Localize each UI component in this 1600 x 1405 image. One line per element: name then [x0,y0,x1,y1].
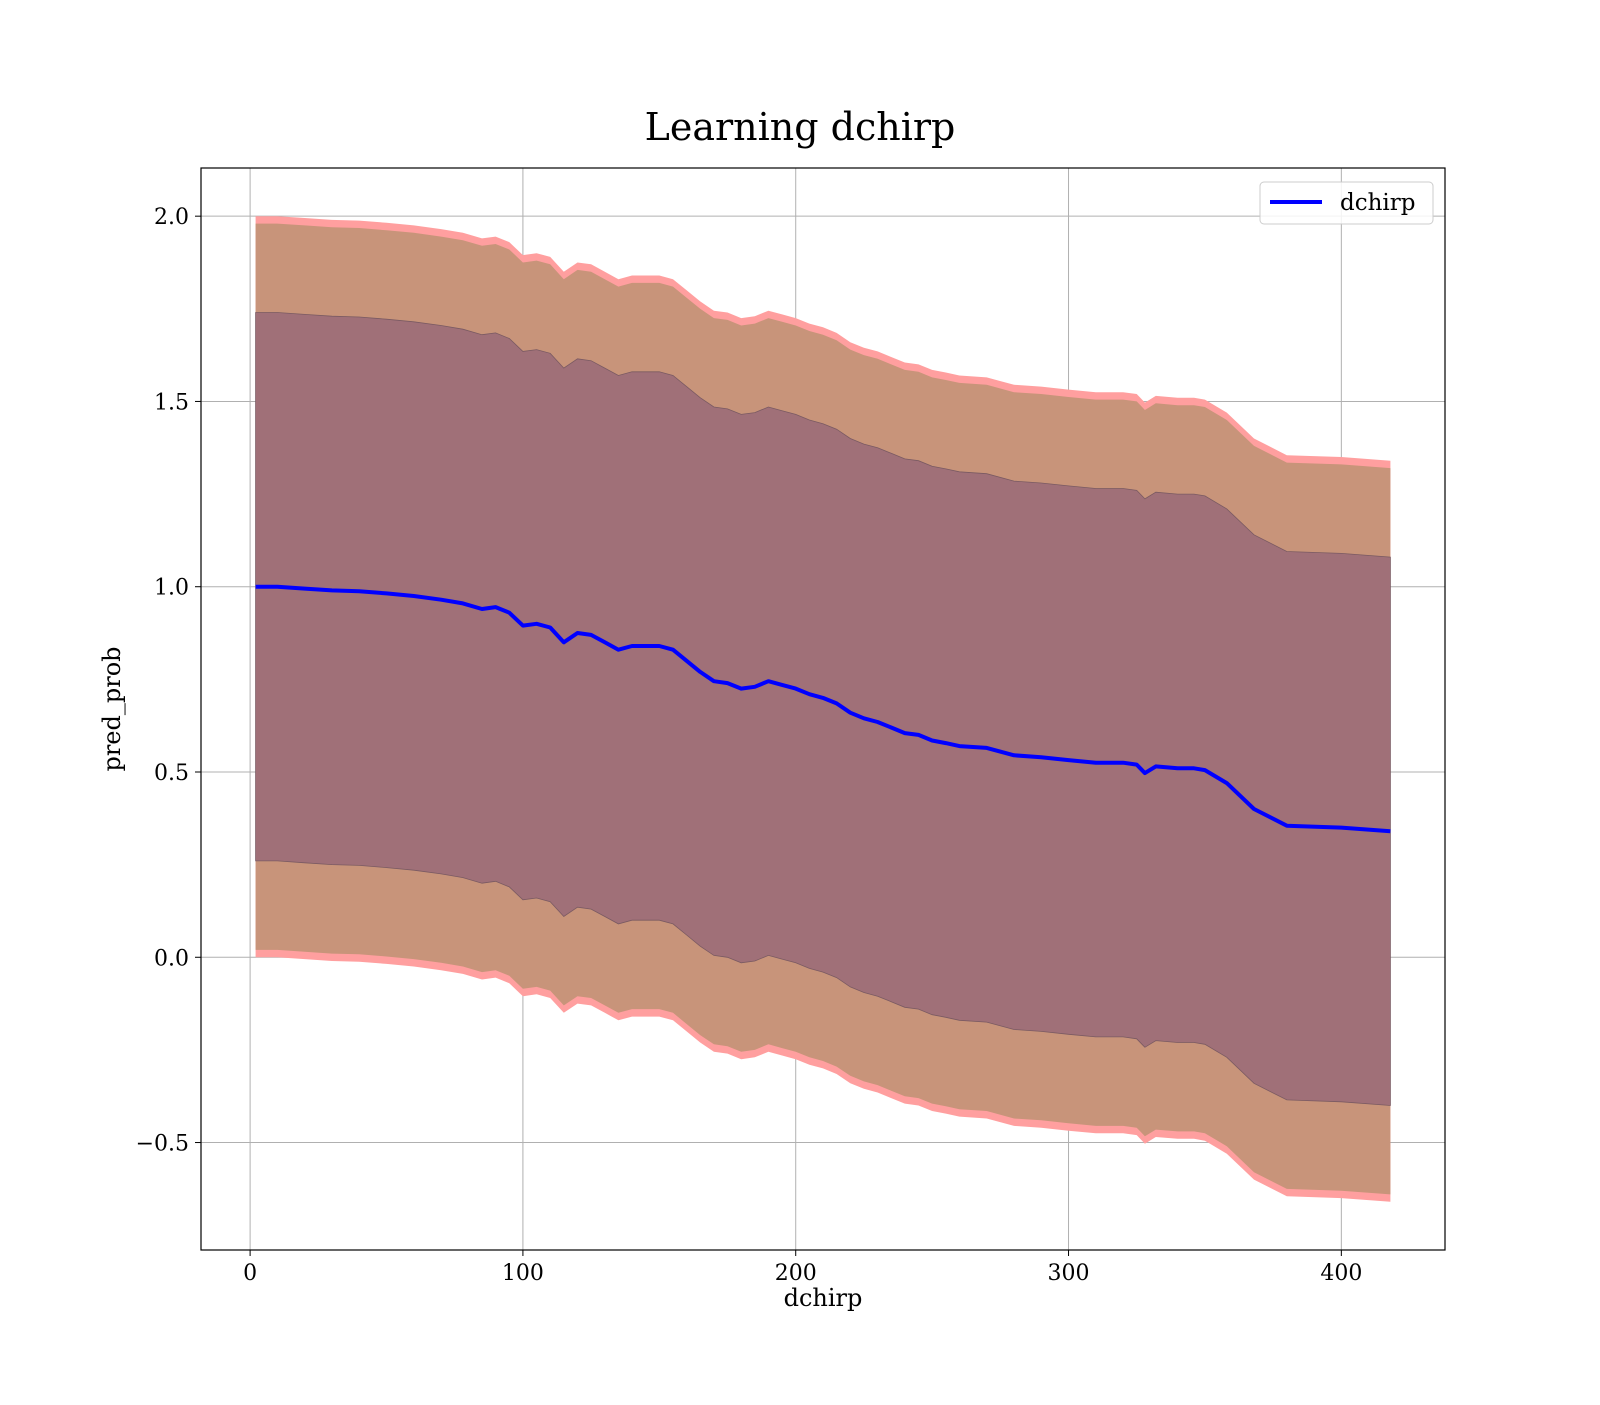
y-axis-label: pred_prob [98,646,126,771]
legend: dchirp [1259,181,1434,225]
confidence-bands [255,216,1391,1202]
y-tick-label-0: −0.5 [136,1132,189,1157]
chart-title: Learning dchirp [645,105,956,149]
y-tick-label-3: 1.0 [154,576,189,601]
legend-box [1259,181,1434,225]
y-tick-label-2: 0.5 [154,761,189,786]
x-tick-label-4: 400 [1320,1261,1362,1286]
inner-confidence-band [255,312,1391,1106]
y-tick-label-5: 2.0 [154,205,189,230]
x-axis-label: dchirp [784,1284,863,1312]
axis-ticks: 0 100 200 300 400 −0.5 0.0 0.5 1.0 1.5 2.0 [136,205,1363,1286]
y-tick-label-4: 1.5 [154,390,189,415]
x-tick-label-2: 200 [775,1261,817,1286]
series-layer [255,584,1391,834]
x-tick-label-0: 0 [243,1261,257,1286]
x-tick-label-3: 300 [1048,1261,1090,1286]
y-tick-label-1: 0.0 [154,946,189,971]
plot-frame [200,167,1446,1251]
series-line-dchirp [255,584,1391,834]
legend-label-dchirp: dchirp [1340,190,1416,216]
x-tick-label-1: 100 [502,1261,544,1286]
